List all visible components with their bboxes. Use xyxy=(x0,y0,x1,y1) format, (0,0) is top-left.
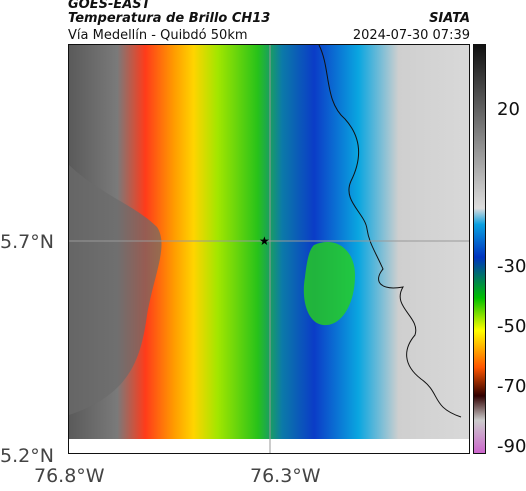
colorbar-gradient xyxy=(474,45,485,453)
lat-label: 5.7°N xyxy=(0,231,54,253)
subtitle-region: Vía Medellín - Quibdó 50km xyxy=(68,28,248,43)
colorbar-label: -90 xyxy=(497,436,526,457)
coastline xyxy=(318,45,462,418)
star-icon: ★ xyxy=(259,234,270,248)
lon-label: 76.3°W xyxy=(250,465,321,487)
no-data-strip xyxy=(69,439,469,453)
colorbar-label: 20 xyxy=(497,99,520,120)
brightness-temperature-map: ★ xyxy=(68,44,470,454)
cold-cloud-core xyxy=(303,241,355,326)
subtitle-datetime: 2024-07-30 07:39 xyxy=(352,28,470,43)
colorbar-label: -30 xyxy=(497,256,526,277)
title-satellite: GOES-EAST xyxy=(68,0,151,12)
title-org: SIATA xyxy=(429,11,470,26)
colorbar-label: -50 xyxy=(497,316,526,337)
gray-warm-region xyxy=(69,165,162,415)
colorbar xyxy=(473,44,486,454)
colorbar-label: -70 xyxy=(497,376,526,397)
title-product: Temperatura de Brillo CH13 xyxy=(68,11,271,26)
lat-label: 5.2°N xyxy=(0,445,54,467)
lon-label: 76.8°W xyxy=(34,465,105,487)
